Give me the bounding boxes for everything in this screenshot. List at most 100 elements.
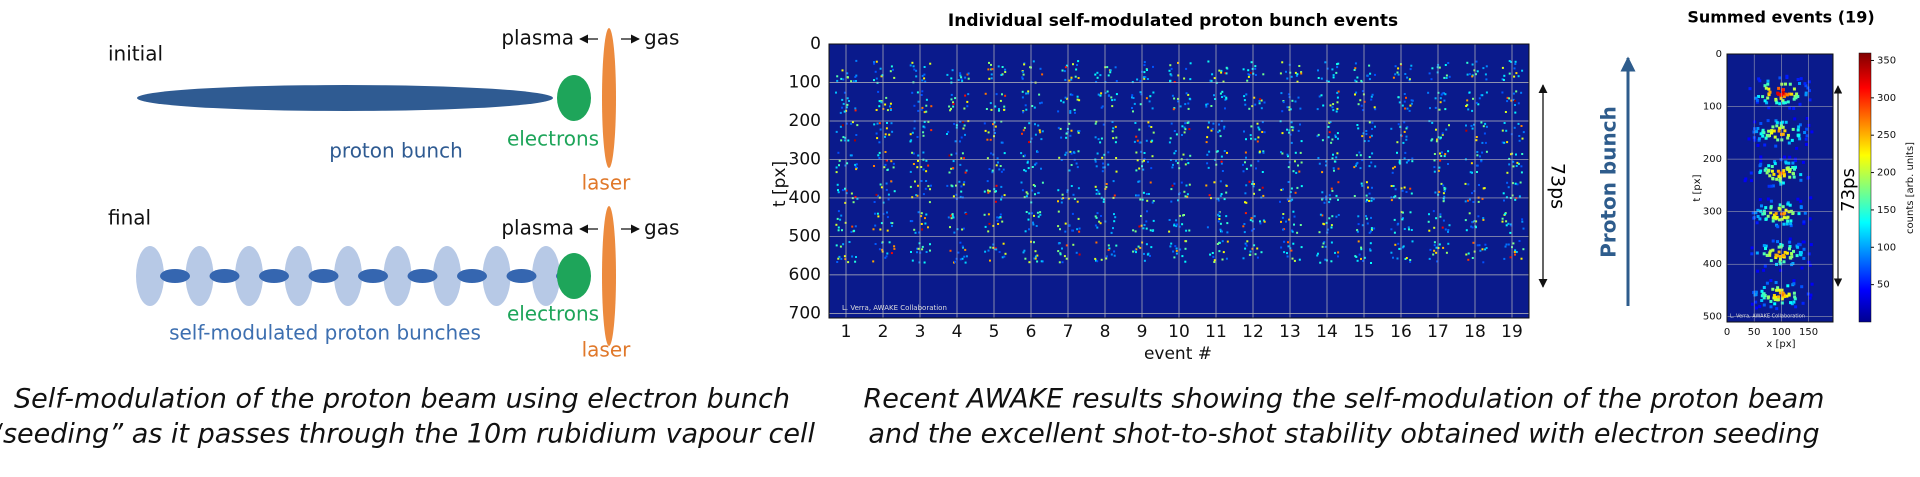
pixel (1205, 103, 1208, 106)
pixel (1072, 243, 1075, 246)
pixel (1406, 107, 1409, 110)
pixel (1773, 298, 1777, 302)
pixel (1443, 155, 1446, 158)
pixel (1799, 199, 1803, 203)
pixel (1441, 226, 1444, 229)
pixel (1225, 191, 1228, 194)
pixel (1099, 94, 1102, 97)
pixel (1182, 153, 1185, 156)
pixel (1473, 123, 1475, 126)
pixel (1774, 99, 1778, 103)
pixel (1004, 68, 1007, 71)
pixel (1485, 78, 1488, 81)
pixel (1781, 205, 1785, 209)
pixel (1249, 71, 1252, 74)
pixel (949, 226, 951, 229)
pixel (1100, 92, 1103, 95)
pixel (948, 171, 951, 174)
pixel (1759, 209, 1763, 213)
pixel (1336, 63, 1338, 66)
pixel (1763, 143, 1767, 147)
pixel (1025, 195, 1028, 198)
pixel (1482, 125, 1485, 128)
pixel (986, 180, 989, 183)
pixel (842, 102, 845, 105)
pixel (1331, 106, 1334, 109)
colorbar (1858, 52, 1872, 323)
microbunch-halo (284, 246, 313, 306)
pixel (1145, 227, 1148, 230)
pixel (1057, 242, 1060, 245)
pixel (886, 229, 889, 232)
pixel (1209, 253, 1212, 256)
pixel (844, 136, 847, 139)
pixel (1371, 186, 1373, 189)
pixel (875, 193, 878, 196)
pixel (1070, 164, 1073, 166)
pixel (1784, 161, 1788, 165)
pixel (838, 255, 841, 258)
pixel (1464, 200, 1467, 203)
pixel (1755, 251, 1759, 255)
pixel (1776, 169, 1780, 173)
pixel (1149, 254, 1151, 257)
pixel (1060, 201, 1063, 204)
pixel (1405, 127, 1408, 130)
pixel (1143, 252, 1145, 255)
pixel (921, 245, 924, 248)
pixel (1145, 243, 1148, 246)
pixel (1068, 169, 1071, 172)
pixel (886, 122, 888, 124)
pixel (1439, 215, 1442, 218)
pixel (948, 154, 951, 157)
pixel (1332, 167, 1335, 170)
pixel (1403, 100, 1406, 103)
pixel (1336, 96, 1339, 99)
pixel (1324, 61, 1327, 64)
pixel (1040, 260, 1043, 263)
pixel (1429, 107, 1431, 110)
pixel (1477, 103, 1480, 106)
pixel (1101, 156, 1104, 159)
pixel (891, 222, 894, 225)
pixel (1396, 257, 1399, 260)
pixel (1298, 65, 1301, 67)
pixel (1503, 141, 1506, 144)
pixel (1211, 127, 1214, 130)
pixel (1754, 96, 1758, 100)
pixel (1039, 211, 1042, 214)
pixel (1774, 281, 1778, 284)
pixel (1484, 141, 1487, 144)
pixel (1501, 129, 1504, 132)
pixel (1353, 166, 1356, 169)
pixel (1353, 69, 1356, 71)
pixel (1321, 171, 1324, 174)
credit: L. Verra, AWAKE Collaboration (842, 304, 947, 312)
pixel (913, 228, 916, 231)
pixel (951, 214, 954, 217)
pixel (839, 125, 842, 128)
pixel (1076, 98, 1079, 101)
pixel (1219, 228, 1222, 231)
pixel (1220, 160, 1223, 163)
pixel (952, 101, 954, 104)
pixel (1510, 224, 1513, 227)
pixel (1189, 62, 1192, 65)
pixel (1140, 93, 1143, 96)
pixel (1505, 196, 1508, 199)
pixel (1142, 191, 1145, 194)
x-tick-label: 4 (952, 322, 963, 342)
pixel (1368, 165, 1371, 168)
pixel (1787, 161, 1791, 165)
pixel (855, 59, 858, 62)
caption: Self-modulation of the proton beam using… (14, 384, 790, 415)
pixel (888, 241, 891, 244)
pixel (1075, 162, 1078, 165)
pixel (1363, 256, 1366, 259)
pixel (1501, 217, 1504, 220)
pixel (1181, 255, 1184, 258)
microbunch (358, 269, 388, 283)
pixel (1331, 157, 1334, 160)
pixel (1771, 248, 1775, 252)
pixel (1369, 136, 1372, 139)
